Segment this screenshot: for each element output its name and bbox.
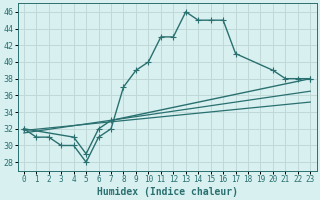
X-axis label: Humidex (Indice chaleur): Humidex (Indice chaleur) [97,186,237,197]
